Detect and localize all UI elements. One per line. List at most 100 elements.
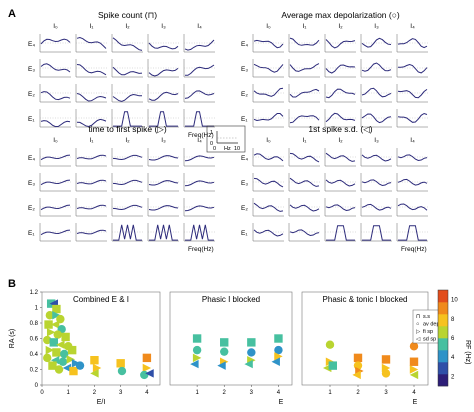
y-axis-label: RA (s) <box>9 329 16 348</box>
tuning-curve <box>361 62 392 72</box>
data-point-square <box>49 338 58 347</box>
plot-title: Combined E & I <box>73 295 129 304</box>
row-label: E₃ <box>28 66 35 73</box>
freq-label: Freq(Hz) <box>401 246 427 253</box>
data-point-circle <box>45 311 55 320</box>
tuning-curve <box>112 154 143 161</box>
legend-symbol: ◁ <box>416 337 421 343</box>
data-point-square <box>44 320 53 329</box>
x-tick-label: 0 <box>40 390 44 396</box>
column-label: I₄ <box>410 137 415 144</box>
x-tick-label: 3 <box>250 390 254 396</box>
tuning-curve <box>289 63 320 72</box>
row-label: E₁ <box>241 230 248 237</box>
tuning-curve <box>253 229 284 237</box>
data-point-circle <box>381 369 391 378</box>
data-point-circle <box>220 347 229 356</box>
tuning-curve <box>325 88 356 99</box>
column-label: I₁ <box>90 23 95 30</box>
data-point-square <box>274 334 283 343</box>
data-point-circle <box>274 345 283 355</box>
y-tick-label: 0.6 <box>30 337 39 343</box>
data-point-triangle-left <box>190 359 199 369</box>
x-tick-label: 4 <box>145 390 149 396</box>
colorbar-tick-label: 4 <box>451 355 455 361</box>
block-title: 1st spike s.d. (◁) <box>308 124 372 134</box>
tuning-curve <box>325 204 356 212</box>
tuning-block: 1st spike s.d. (◁) I₀ I₁ I₂ I₃ I₄ E₄ E₃ E₂ E₁ Freq… <box>241 124 428 253</box>
tuning-curve <box>361 154 392 162</box>
x-tick-label: 2 <box>356 390 360 396</box>
data-point-square <box>116 359 125 368</box>
column-label: I₃ <box>161 23 166 30</box>
colorbar-segment <box>438 362 448 375</box>
colorbar-segment <box>438 326 448 339</box>
row-label: E₂ <box>28 205 35 212</box>
tuning-curve <box>362 225 391 241</box>
data-point-circle <box>54 365 64 374</box>
colorbar-tick-label: 10 <box>451 298 458 304</box>
tuning-curve <box>184 39 215 51</box>
row-label: E₂ <box>28 91 35 98</box>
column-label: I₂ <box>338 23 343 30</box>
data-point-square <box>409 357 419 366</box>
row-label: E₁ <box>28 230 35 237</box>
legend-symbol: ○ <box>416 322 419 328</box>
x-axis-label: E/I <box>97 399 106 406</box>
colorbar: 2 4 6 8 10 RF (Hz) <box>437 289 471 387</box>
plot-frame <box>41 291 161 386</box>
tuning-curve <box>112 179 143 186</box>
legend-label: sd sp <box>423 337 436 343</box>
colorbar-tick-label: 6 <box>451 336 455 342</box>
column-label: I₃ <box>161 137 166 144</box>
tuning-curve <box>40 63 71 73</box>
tuning-curve <box>148 91 179 101</box>
tuning-curve <box>325 39 356 49</box>
colorbar-tick-label: 8 <box>451 317 455 323</box>
data-point-triangle-left <box>50 356 60 365</box>
data-point-circle <box>43 353 52 363</box>
tuning-curve <box>289 37 320 46</box>
plot-frame <box>169 291 293 386</box>
data-point-triangle-left <box>90 369 99 378</box>
column-label: I₃ <box>374 23 379 30</box>
y-tick-label: 0.8 <box>30 321 39 327</box>
x-axis-label: E <box>413 399 418 406</box>
colorbar-segment <box>438 314 448 327</box>
tuning-curve <box>112 66 143 76</box>
tuning-curve <box>361 113 392 124</box>
tuning-curve <box>148 67 179 77</box>
column-label: I₁ <box>90 137 95 144</box>
column-label: I₀ <box>53 137 58 144</box>
column-label: I₄ <box>197 137 202 144</box>
tuning-curve <box>112 93 142 102</box>
tuning-curve <box>148 42 179 50</box>
row-label: E₁ <box>28 116 35 123</box>
data-point-square <box>142 353 152 363</box>
data-point-triangle-right <box>45 345 55 355</box>
tuning-curve <box>397 88 428 99</box>
tuning-curve <box>76 154 107 160</box>
data-point-triangle-right <box>52 311 61 320</box>
scale-x-right: 10 <box>234 146 240 152</box>
data-point-triangle-right <box>192 353 202 363</box>
tuning-curve <box>40 154 71 161</box>
data-point-square <box>61 332 70 342</box>
legend-label: fi sp <box>423 329 433 335</box>
legend-symbol: ▷ <box>416 329 421 335</box>
panel-b: 0 0.2 0.4 0.6 0.8 1 1.2 RA (s) Combined E & I 0 1 2… <box>9 290 429 406</box>
data-point-circle <box>75 361 85 370</box>
tuning-curve <box>76 179 107 185</box>
tuning-curve <box>113 111 142 127</box>
data-point-triangle-right <box>92 363 102 373</box>
plot-title: Phasic I blocked <box>202 295 260 304</box>
y-tick-label: 0.4 <box>30 352 39 358</box>
tuning-curve <box>149 224 178 241</box>
tuning-curve <box>148 180 179 186</box>
tuning-curve <box>397 154 428 162</box>
x-tick-label: 2 <box>93 390 97 396</box>
tuning-curve <box>253 153 284 162</box>
data-point-circle <box>192 345 202 355</box>
panel-a-label: A <box>8 8 16 20</box>
